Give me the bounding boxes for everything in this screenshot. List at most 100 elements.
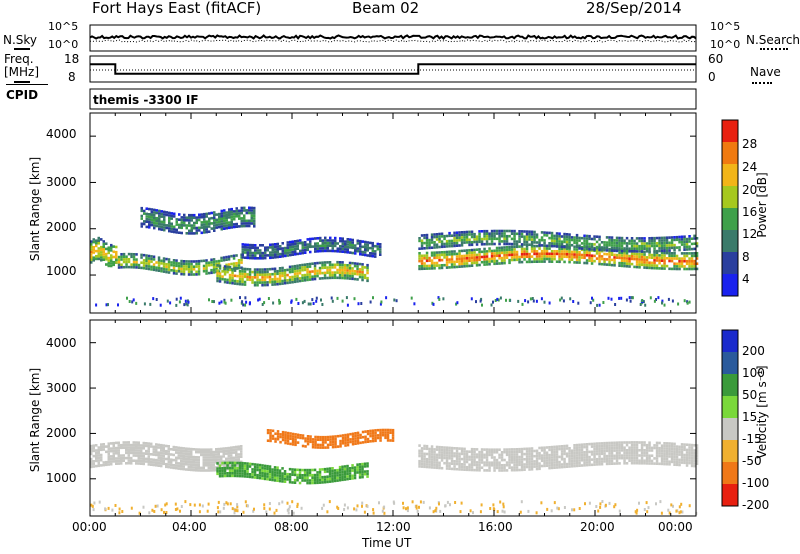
velocity-cell bbox=[570, 459, 574, 463]
power-cell bbox=[478, 232, 481, 236]
power-cell bbox=[220, 220, 223, 223]
velocity-cell bbox=[296, 502, 299, 506]
power-cell bbox=[190, 260, 193, 263]
power-cell bbox=[543, 239, 546, 242]
power-cell bbox=[361, 245, 364, 249]
velocity-cell bbox=[583, 456, 586, 459]
power-cell bbox=[665, 239, 669, 242]
velocity-cell bbox=[162, 446, 165, 450]
velocity-cell bbox=[127, 454, 130, 457]
power-cell bbox=[533, 250, 536, 253]
power-cell bbox=[670, 241, 674, 244]
velocity-cell bbox=[650, 449, 654, 452]
power-cell bbox=[465, 262, 469, 265]
velocity-cell bbox=[423, 465, 426, 469]
velocity-cell bbox=[145, 449, 148, 453]
velocity-cell bbox=[155, 443, 158, 446]
velocity-cell bbox=[478, 456, 481, 459]
power-cell bbox=[463, 257, 466, 260]
velocity-cell bbox=[630, 446, 634, 449]
power-cell bbox=[548, 231, 551, 235]
power-cell bbox=[543, 260, 546, 263]
power-cell bbox=[595, 249, 599, 253]
power-cell bbox=[418, 267, 421, 271]
power-cell bbox=[590, 245, 594, 249]
velocity-cell bbox=[107, 447, 110, 451]
velocity-cell bbox=[468, 458, 471, 461]
power-cell bbox=[331, 299, 334, 303]
velocity-cell bbox=[448, 454, 451, 457]
power-cell bbox=[680, 262, 684, 266]
freq-label: Freq. bbox=[4, 52, 34, 66]
velocity-cell bbox=[236, 509, 239, 513]
power-cell bbox=[680, 238, 684, 241]
velocity-cell bbox=[445, 449, 449, 452]
power-cell bbox=[125, 255, 128, 258]
velocity-cell bbox=[618, 449, 621, 452]
power-cell bbox=[253, 222, 256, 225]
power-cell bbox=[326, 247, 329, 250]
power-cell bbox=[230, 223, 233, 227]
velocity-cell bbox=[110, 449, 113, 453]
velocity-cell bbox=[490, 448, 494, 451]
power-cell bbox=[170, 214, 173, 218]
power-cell bbox=[336, 296, 339, 300]
power-cell bbox=[500, 229, 504, 233]
velocity-cell bbox=[223, 474, 227, 478]
power-cell bbox=[250, 211, 253, 215]
velocity-cell bbox=[655, 446, 659, 450]
power-cell bbox=[351, 267, 354, 270]
power-cell bbox=[545, 231, 549, 235]
power-cell bbox=[430, 259, 434, 262]
velocity-cell bbox=[150, 442, 153, 446]
power-cell bbox=[356, 272, 359, 276]
power-cell bbox=[435, 264, 439, 267]
velocity-cell bbox=[633, 451, 636, 455]
power-cell bbox=[243, 275, 247, 279]
velocity-cell bbox=[301, 474, 304, 477]
power-cell bbox=[140, 222, 143, 226]
power-cell bbox=[210, 222, 213, 225]
velocity-cell bbox=[95, 449, 98, 452]
power-cell bbox=[92, 259, 95, 262]
power-cell bbox=[445, 253, 449, 256]
velocity-cell bbox=[605, 444, 609, 447]
velocity-cell bbox=[207, 502, 210, 506]
power-cell bbox=[520, 247, 524, 251]
power-cell bbox=[354, 246, 357, 250]
velocity-cell bbox=[273, 468, 277, 472]
power-cell bbox=[175, 264, 178, 268]
velocity-cell bbox=[525, 457, 529, 461]
power-cell bbox=[244, 251, 247, 254]
power-cell bbox=[249, 249, 252, 252]
power-cell bbox=[525, 247, 529, 251]
velocity-cell bbox=[595, 450, 599, 453]
power-cell bbox=[680, 235, 684, 239]
velocity-cell bbox=[90, 450, 93, 453]
velocity-cell bbox=[623, 451, 626, 455]
velocity-cell bbox=[363, 465, 367, 468]
power-cell bbox=[364, 243, 367, 246]
velocity-cell bbox=[585, 453, 589, 456]
velocity-cell bbox=[145, 444, 148, 448]
power-cell bbox=[673, 257, 676, 260]
power-cell bbox=[518, 240, 521, 243]
velocity-cell bbox=[152, 448, 155, 451]
velocity-cell bbox=[165, 452, 168, 456]
power-cell bbox=[460, 260, 464, 263]
velocity-cell bbox=[319, 443, 322, 447]
power-cell bbox=[545, 249, 549, 253]
power-cell bbox=[663, 244, 666, 247]
velocity-cell bbox=[354, 434, 357, 438]
power-cell bbox=[261, 281, 264, 284]
velocity-cell bbox=[361, 465, 364, 468]
velocity-cell bbox=[309, 437, 312, 441]
velocity-cell bbox=[241, 472, 244, 475]
power-cell bbox=[356, 267, 359, 271]
velocity-cell bbox=[323, 470, 327, 474]
velocity-cell bbox=[92, 508, 95, 512]
power-cell bbox=[233, 266, 237, 270]
power-cell bbox=[175, 303, 178, 307]
power-cell bbox=[660, 244, 664, 247]
velocity-cell bbox=[294, 433, 297, 436]
